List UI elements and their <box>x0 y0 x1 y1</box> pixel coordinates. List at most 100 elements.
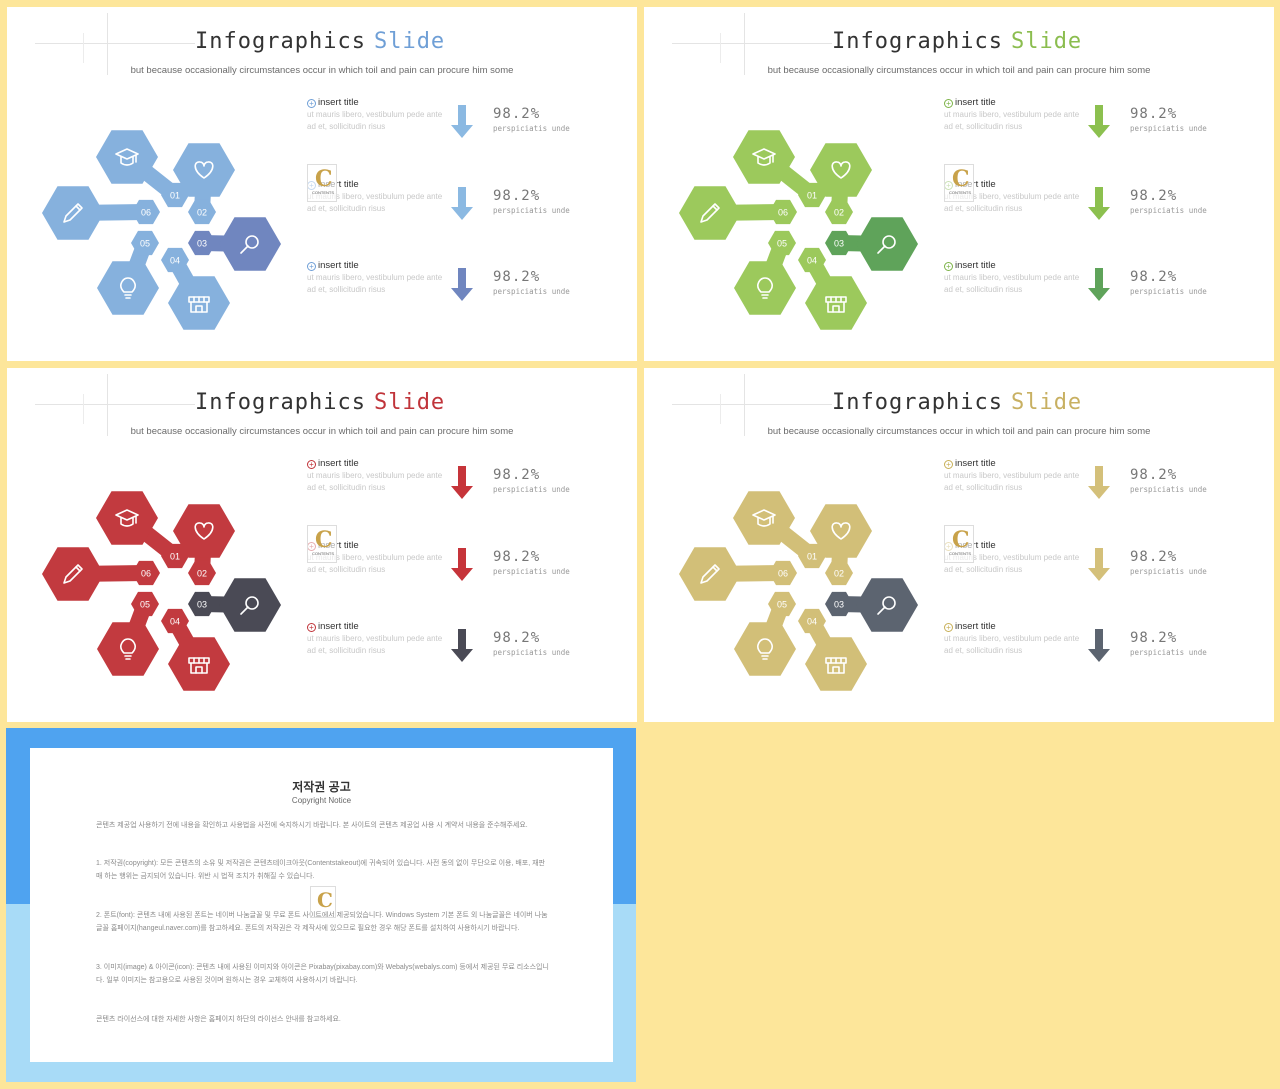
hexagon-number-badge <box>161 182 189 208</box>
item-description: ut mauris libero, vestibulum pede ante a… <box>944 192 1080 213</box>
title-deco-line <box>107 13 108 75</box>
item-value: 98.2% <box>493 269 541 285</box>
item-value: 98.2% <box>1130 106 1178 122</box>
title-deco-line <box>83 33 84 63</box>
item-caption: perspiciatis unde <box>493 648 570 657</box>
graduation-cap-icon <box>752 509 776 527</box>
item-title: +insert title <box>307 97 359 108</box>
item-description: ut mauris libero, vestibulum pede ante a… <box>307 471 443 492</box>
item-caption: perspiciatis unde <box>493 567 570 576</box>
item-description: ut mauris libero, vestibulum pede ante a… <box>307 110 443 131</box>
down-arrow-icon <box>1088 268 1110 301</box>
notice-paragraph-copyright: 1. 저작권(copyright): 모든 콘텐츠의 소유 및 저작권은 콘텐츠… <box>96 860 545 880</box>
hexagon-segment <box>810 504 872 558</box>
hexagon-number: 03 <box>197 238 207 248</box>
plus-circle-icon: + <box>944 262 953 271</box>
item-title: +insert title <box>944 260 996 271</box>
down-arrow-icon <box>1088 466 1110 499</box>
hexagon-segment <box>734 622 796 676</box>
info-item: +insert title ut mauris libero, vestibul… <box>944 179 1214 239</box>
slide-subtitle: but because occasionally circumstances o… <box>130 65 514 76</box>
hexagon-number: 03 <box>834 238 844 248</box>
slide-2: Infographics Slide but because occasionall… <box>644 7 1274 361</box>
graduation-cap-icon <box>115 509 139 527</box>
hexagon-segment <box>733 491 795 545</box>
hexagon-number: 02 <box>197 207 207 217</box>
hexagon-diagram: 01 02 03 04 05 06 <box>674 105 924 340</box>
hexagon-segment <box>173 504 235 558</box>
hexagon-number: 02 <box>834 207 844 217</box>
hexagon-segment <box>96 491 158 545</box>
down-arrow-icon <box>451 187 473 220</box>
down-arrow-icon <box>451 629 473 662</box>
hexagon-segment <box>97 622 159 676</box>
hexagon-number-badge <box>769 199 797 225</box>
hexagon-infographic: 01 02 03 04 05 06 <box>679 130 918 330</box>
hexagon-number-badge <box>798 543 826 569</box>
graduation-cap-icon <box>752 148 776 166</box>
slide-4: Infographics Slide but because occasionall… <box>644 368 1274 722</box>
hexagon-number-badge <box>825 230 853 256</box>
title-deco-line <box>744 374 745 436</box>
down-arrow-icon <box>1088 548 1110 581</box>
down-arrow-icon <box>1088 105 1110 138</box>
item-caption: perspiciatis unde <box>493 287 570 296</box>
item-description: ut mauris libero, vestibulum pede ante a… <box>307 273 443 294</box>
down-arrow-icon <box>451 105 473 138</box>
hexagon-segment <box>734 261 796 315</box>
item-title: +insert title <box>307 260 359 271</box>
hexagon-infographic: 01 02 03 04 05 06 <box>42 491 281 691</box>
hexagon-segment <box>219 578 281 632</box>
store-icon <box>188 296 210 313</box>
hexagon-number: 05 <box>140 238 150 248</box>
plus-circle-icon: + <box>944 460 953 469</box>
item-description: ut mauris libero, vestibulum pede ante a… <box>944 471 1080 492</box>
item-caption: perspiciatis unde <box>493 485 570 494</box>
hexagon-segment <box>805 637 867 691</box>
slide-1: Infographics Slide but because occasionall… <box>7 7 637 361</box>
hexagon-number-badge <box>798 247 826 273</box>
down-arrow-icon <box>1088 629 1110 662</box>
item-value: 98.2% <box>493 467 541 483</box>
down-arrow-icon <box>451 268 473 301</box>
item-description: ut mauris libero, vestibulum pede ante a… <box>307 634 443 655</box>
watermark-logo: C CONTENTS <box>944 164 974 202</box>
copyright-notice-slide: 저작권 공고 Copyright Notice 콘텐츠 제공업 사용하기 전에 … <box>6 728 636 1082</box>
hexagon-number: 04 <box>807 616 817 626</box>
item-title: +insert title <box>944 621 996 632</box>
hexagon-number: 03 <box>834 599 844 609</box>
plus-circle-icon: + <box>307 99 316 108</box>
pencil-icon <box>63 564 83 584</box>
item-value: 98.2% <box>1130 630 1178 646</box>
item-description: ut mauris libero, vestibulum pede ante a… <box>307 553 443 574</box>
notice-title: 저작권 공고 <box>292 780 351 794</box>
store-icon <box>188 657 210 674</box>
store-icon <box>825 296 847 313</box>
item-value: 98.2% <box>1130 467 1178 483</box>
hexagon-number-badge <box>798 608 826 634</box>
down-arrow-icon <box>1088 187 1110 220</box>
hexagon-number: 06 <box>778 207 788 217</box>
hexagon-segment <box>856 217 918 271</box>
info-item: +insert title ut mauris libero, vestibul… <box>944 260 1214 320</box>
hexagon-segment <box>856 578 918 632</box>
hexagon-number: 05 <box>777 238 787 248</box>
info-item: +insert title ut mauris libero, vestibul… <box>307 621 577 681</box>
hexagon-number-badge <box>188 591 216 617</box>
down-arrow-icon <box>451 466 473 499</box>
hexagon-number: 03 <box>197 599 207 609</box>
notice-paragraph-font: 2. 폰트(font): 콘텐츠 내에 사용된 폰트는 네이버 나눔글꼴 및 무… <box>96 912 548 932</box>
slide-3: Infographics Slide but because occasionall… <box>7 368 637 722</box>
watermark-logo: C CONTENTS <box>307 164 337 202</box>
hexagon-number-badge <box>161 608 189 634</box>
info-item: +insert title ut mauris libero, vestibul… <box>944 621 1214 681</box>
item-value: 98.2% <box>493 188 541 204</box>
item-caption: perspiciatis unde <box>1130 287 1207 296</box>
heart-icon <box>194 161 214 179</box>
hexagon-number-badge <box>769 560 797 586</box>
hexagon-segment <box>679 547 741 601</box>
item-caption: perspiciatis unde <box>1130 124 1207 133</box>
plus-circle-icon: + <box>307 262 316 271</box>
heart-icon <box>831 522 851 540</box>
hexagon-number: 01 <box>807 551 817 561</box>
